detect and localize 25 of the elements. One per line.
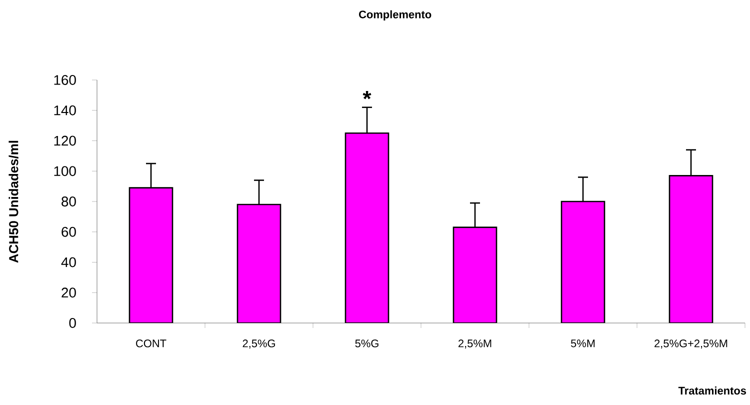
bar [560,200,606,323]
chart-title: Complemento [359,10,432,20]
bar [344,132,390,323]
annotation: * [362,91,372,100]
y-tick-label: 0 [69,318,76,328]
y-tick-label: 140 [54,105,76,116]
bar [128,187,174,323]
y-tick-label: 40 [61,257,76,268]
x-tick-label: CONT [136,340,166,348]
x-tick-label: 2,5%G [242,340,275,349]
y-axis-title: ACH50 Unidades/ml [8,140,18,263]
x-tick-label: 2,5%G+2,5%M [654,340,728,349]
y-tick-label: 80 [62,196,76,206]
bar [452,226,498,323]
x-tick-label: 5%G [355,340,378,348]
y-tick-label: 160 [54,75,76,85]
bar [236,204,282,323]
x-axis-title: Tratamientos [678,386,746,395]
y-tick-label: 20 [62,288,76,298]
y-tick-label: 120 [54,136,76,146]
x-tick-label: 5%M [570,340,595,348]
bar [668,175,714,323]
y-tick-label: 100 [54,166,76,176]
y-tick-label: 60 [62,226,76,237]
x-tick-label: 2,5%M [458,340,492,349]
